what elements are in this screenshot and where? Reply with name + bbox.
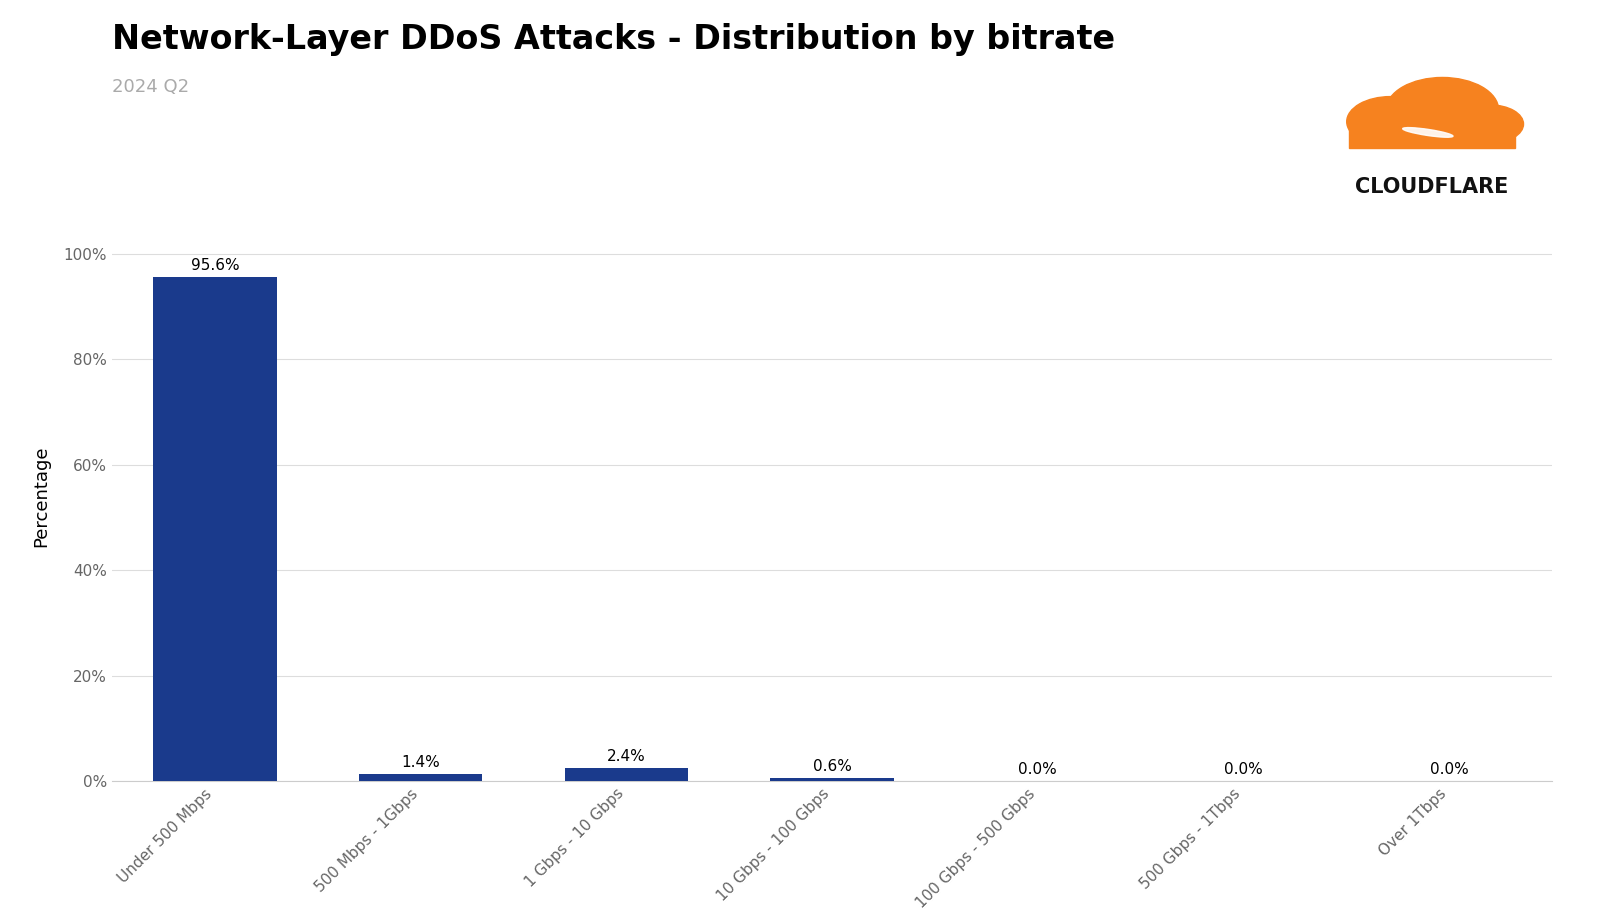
Circle shape xyxy=(1386,77,1499,142)
Text: 0.0%: 0.0% xyxy=(1018,762,1058,777)
Text: 0.0%: 0.0% xyxy=(1430,762,1469,777)
Text: 2.4%: 2.4% xyxy=(606,749,646,765)
Text: CLOUDFLARE: CLOUDFLARE xyxy=(1355,177,1509,198)
Text: 1.4%: 1.4% xyxy=(402,754,440,769)
Text: 95.6%: 95.6% xyxy=(190,257,238,273)
Bar xyxy=(154,277,277,781)
Bar xyxy=(1349,118,1515,148)
Bar xyxy=(565,768,688,781)
Text: Network-Layer DDoS Attacks - Distribution by bitrate: Network-Layer DDoS Attacks - Distributio… xyxy=(112,23,1115,56)
Ellipse shape xyxy=(1403,128,1453,137)
Circle shape xyxy=(1347,96,1434,147)
Bar xyxy=(770,778,894,781)
Text: 0.6%: 0.6% xyxy=(813,759,851,774)
Circle shape xyxy=(1458,105,1523,143)
Text: 2024 Q2: 2024 Q2 xyxy=(112,78,189,96)
Text: 0.0%: 0.0% xyxy=(1224,762,1262,777)
Y-axis label: Percentage: Percentage xyxy=(32,446,50,547)
Bar xyxy=(358,774,482,781)
